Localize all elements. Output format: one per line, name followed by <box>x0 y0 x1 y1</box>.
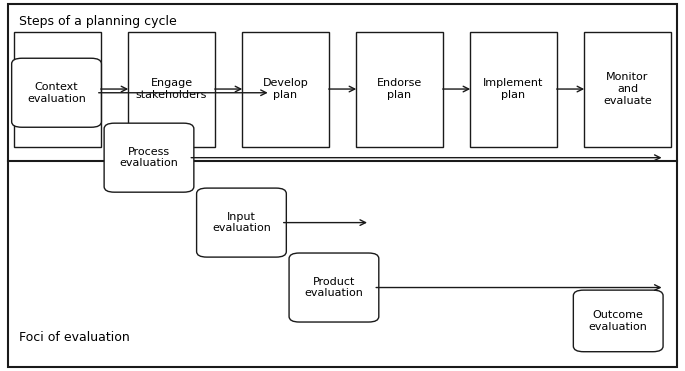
FancyBboxPatch shape <box>573 290 663 352</box>
Text: Context
evaluation: Context evaluation <box>27 82 86 104</box>
Text: Process
evaluation: Process evaluation <box>120 147 178 168</box>
FancyBboxPatch shape <box>127 32 215 147</box>
FancyBboxPatch shape <box>14 32 101 147</box>
Text: Steps of a planning cycle: Steps of a planning cycle <box>19 15 177 28</box>
FancyBboxPatch shape <box>584 32 671 147</box>
Text: Implement
plan: Implement plan <box>484 78 544 100</box>
Text: Endorse
plan: Endorse plan <box>377 78 422 100</box>
FancyBboxPatch shape <box>356 32 443 147</box>
Text: Outcome
evaluation: Outcome evaluation <box>589 310 647 332</box>
FancyBboxPatch shape <box>197 188 286 257</box>
FancyBboxPatch shape <box>470 32 558 147</box>
FancyBboxPatch shape <box>242 32 329 147</box>
Text: Input
evaluation: Input evaluation <box>212 212 271 233</box>
Text: Engage
stakeholders: Engage stakeholders <box>136 78 207 100</box>
Text: Monitor
and
evaluate: Monitor and evaluate <box>603 72 652 106</box>
Text: Define and
assess
the area: Define and assess the area <box>27 72 88 106</box>
Text: Foci of evaluation: Foci of evaluation <box>19 331 130 344</box>
FancyBboxPatch shape <box>104 123 194 192</box>
FancyBboxPatch shape <box>289 253 379 322</box>
Text: Product
evaluation: Product evaluation <box>305 277 363 298</box>
FancyBboxPatch shape <box>12 58 101 127</box>
Text: Develop
plan: Develop plan <box>262 78 308 100</box>
